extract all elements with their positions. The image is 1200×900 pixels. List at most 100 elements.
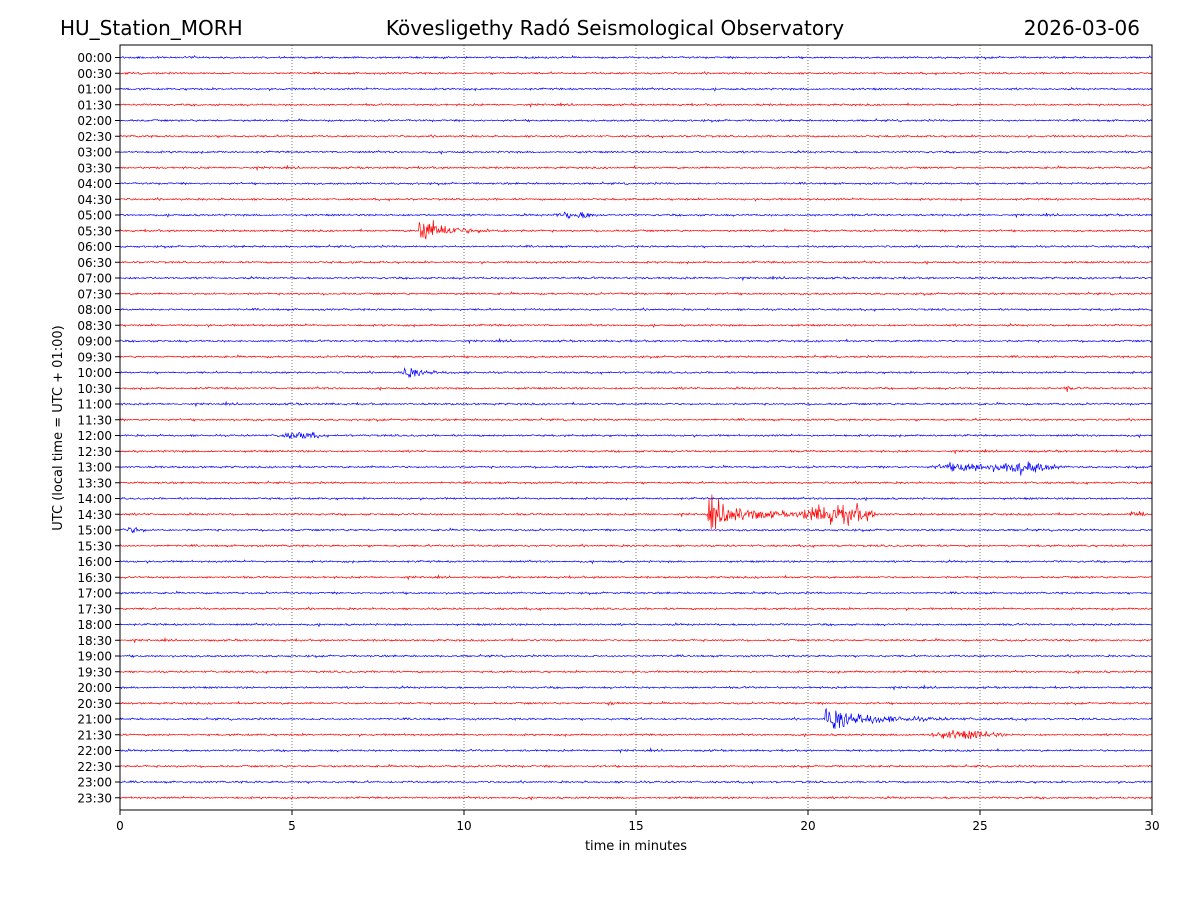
trace-2330 [119, 795, 1153, 801]
trace-0900 [119, 337, 1153, 345]
y-tick-label: 04:00 [77, 177, 112, 191]
x-tick-label: 20 [800, 819, 815, 833]
trace-2030 [119, 700, 1153, 707]
x-tick-label: 25 [972, 819, 987, 833]
y-tick-label: 11:30 [77, 413, 112, 427]
grid-lines [291, 45, 981, 810]
y-tick-label: 22:30 [77, 760, 112, 774]
trace-0100 [120, 86, 1153, 92]
trace-1200 [119, 431, 1152, 439]
x-tick-label: 30 [1144, 819, 1159, 833]
trace-1900 [119, 653, 1153, 659]
y-tick-label: 23:00 [77, 776, 112, 790]
y-tick-label: 15:30 [77, 539, 112, 553]
trace-1800 [119, 622, 1152, 628]
trace-0930 [119, 354, 1153, 360]
trace-0600 [119, 244, 1153, 250]
trace-1500 [119, 526, 1153, 534]
trace-0130 [119, 102, 1153, 109]
trace-0230 [119, 133, 1153, 139]
y-tick-label: 05:30 [77, 224, 112, 238]
trace-0400 [119, 181, 1153, 186]
trace-1130 [119, 417, 1152, 423]
trace-0630 [119, 260, 1153, 265]
trace-1030 [119, 385, 1153, 392]
trace-1100 [120, 400, 1153, 408]
x-tick-label: 10 [456, 819, 471, 833]
y-tick-label: 16:30 [77, 571, 112, 585]
y-tick-label: 14:00 [77, 492, 112, 506]
y-tick-label: 07:00 [77, 272, 112, 286]
trace-2200 [119, 747, 1153, 754]
trace-0800 [119, 307, 1153, 313]
y-tick-label: 19:30 [77, 665, 112, 679]
y-tick-label: 03:30 [77, 161, 112, 175]
y-tick-label: 08:00 [77, 303, 112, 317]
y-tick-label: 13:30 [77, 476, 112, 490]
trace-0330 [120, 164, 1153, 172]
trace-1000 [119, 367, 1153, 379]
x-tick-label: 5 [288, 819, 296, 833]
y-tick-label: 19:00 [77, 650, 112, 664]
y-tick-label: 09:00 [77, 335, 112, 349]
seismogram-traces [119, 54, 1153, 801]
trace-2130 [119, 729, 1153, 740]
y-tick-label: 12:00 [77, 429, 112, 443]
trace-1730 [119, 606, 1153, 612]
plot-frame [119, 44, 1153, 811]
trace-1930 [119, 669, 1153, 675]
y-axis-label: UTC (local time = UTC + 01:00) [51, 325, 66, 530]
trace-1830 [119, 636, 1153, 644]
y-tick-label: 01:30 [77, 98, 112, 112]
y-tick-label: 06:00 [77, 240, 112, 254]
trace-0830 [119, 322, 1153, 328]
trace-2100 [119, 708, 1153, 729]
y-tick-label: 18:00 [77, 618, 112, 632]
trace-2300 [119, 779, 1153, 785]
trace-0430 [119, 196, 1153, 202]
y-tick-label: 13:00 [77, 461, 112, 475]
x-axis-label: time in minutes [585, 839, 687, 854]
x-tick-label: 15 [628, 819, 643, 833]
y-tick-label: 11:00 [77, 398, 112, 412]
trace-0200 [120, 117, 1153, 123]
trace-2230 [119, 763, 1153, 769]
y-tick-label: 21:00 [77, 713, 112, 727]
trace-0700 [119, 275, 1153, 282]
y-tick-label: 08:30 [77, 319, 112, 333]
trace-0000 [119, 54, 1153, 60]
observatory-title: Kövesligethy Radó Seismological Observat… [386, 16, 844, 40]
y-tick-label: 10:00 [77, 366, 112, 380]
trace-1400 [119, 496, 1153, 502]
y-tick-label: 00:00 [77, 51, 112, 65]
y-tick-label: 02:30 [77, 130, 112, 144]
y-tick-label: 15:00 [77, 524, 112, 538]
y-tick-label: 10:30 [77, 382, 112, 396]
y-tick-label: 04:30 [77, 193, 112, 207]
y-tick-label: 02:00 [77, 114, 112, 128]
y-tick-label: 20:30 [77, 697, 112, 711]
trace-0530 [119, 220, 1153, 240]
y-tick-label: 14:30 [77, 508, 112, 522]
y-tick-label: 17:00 [77, 587, 112, 601]
y-tick-label: 21:30 [77, 728, 112, 742]
trace-1530 [119, 543, 1153, 549]
station-name: HU_Station_MORH [60, 16, 243, 40]
trace-1230 [119, 448, 1153, 455]
trace-0730 [119, 291, 1153, 297]
y-tick-label: 12:30 [77, 445, 112, 459]
trace-0500 [119, 211, 1153, 220]
y-tick-label: 23:30 [77, 791, 112, 805]
trace-1630 [119, 573, 1153, 581]
y-tick-label: 09:30 [77, 350, 112, 364]
trace-1600 [119, 559, 1153, 565]
y-tick-label: 07:30 [77, 287, 112, 301]
y-tick-label: 01:00 [77, 83, 112, 97]
date-label: 2026-03-06 [1024, 16, 1140, 40]
y-tick-label: 03:00 [77, 146, 112, 160]
trace-1330 [119, 480, 1153, 486]
x-axis-ticks: 0 5 10 15 20 25 30 [116, 810, 1160, 833]
y-tick-label: 17:30 [77, 602, 112, 616]
trace-0300 [119, 149, 1152, 155]
